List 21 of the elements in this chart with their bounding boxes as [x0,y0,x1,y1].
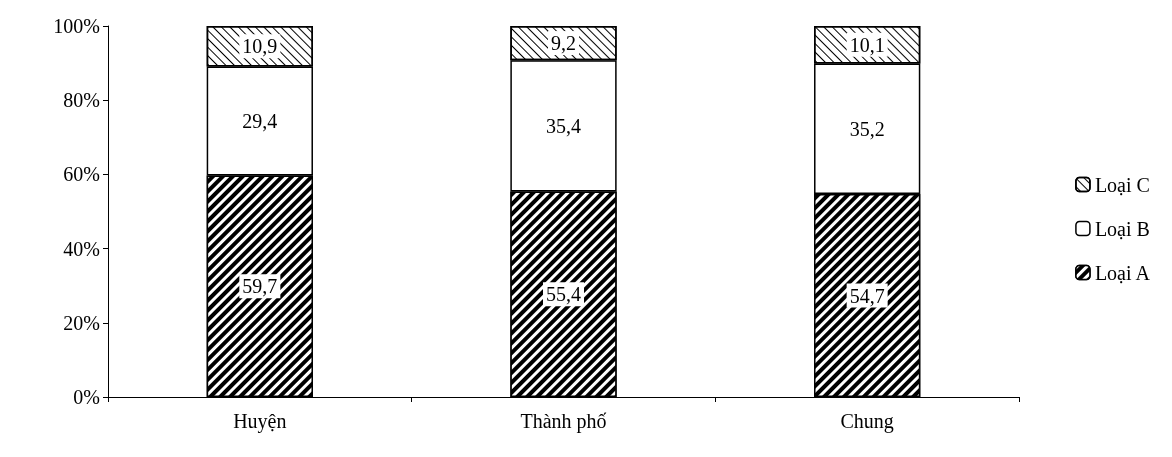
x-tick-label: Huyện [233,410,287,433]
data-label: 59,7 [242,275,278,298]
data-label: 54,7 [849,284,885,307]
y-tick-label: 60% [63,163,100,186]
data-label: 35,2 [849,117,885,140]
x-tick-label: Chung [840,410,894,433]
data-label: 55,4 [546,283,581,306]
x-tick-label: Thành phố [520,410,607,433]
y-tick-label: 80% [63,89,100,112]
y-tick-label: 40% [63,237,100,260]
data-label: 10,9 [242,35,278,58]
legend-label: Loại C [1094,173,1150,196]
data-label: 9,2 [551,32,576,55]
data-label: 35,4 [546,114,581,137]
legend-label: Loại B [1094,217,1150,240]
data-label: 29,4 [242,109,278,132]
legend-label: Loại A [1094,261,1151,284]
y-tick-label: 20% [63,311,100,334]
y-tick-label: 0% [73,386,100,408]
y-tick-label: 100% [53,15,100,37]
data-label: 10,1 [849,33,885,56]
